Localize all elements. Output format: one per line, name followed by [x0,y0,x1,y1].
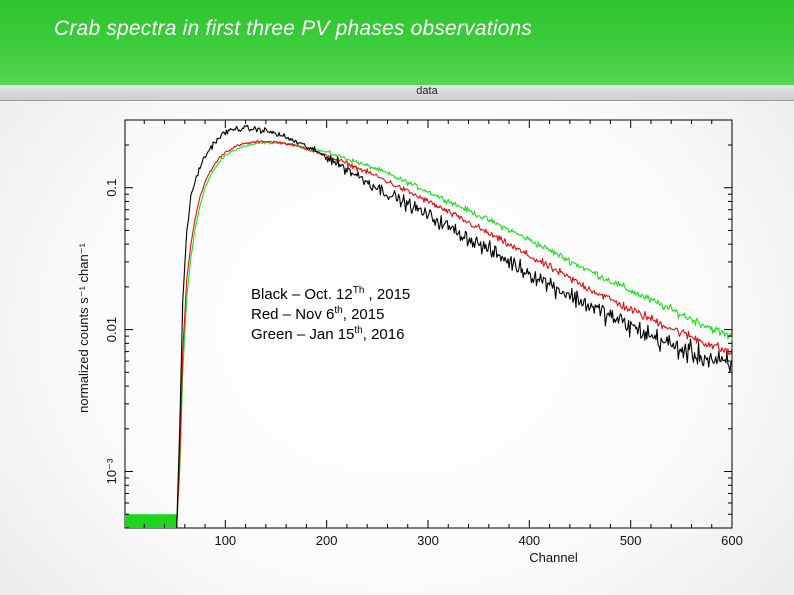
y-axis-title: normalized counts s⁻¹ chan⁻¹ [76,242,91,412]
x-tick-label: 500 [620,533,642,548]
title-banner: Crab spectra in first three PV phases ob… [0,0,794,101]
series-layer [176,124,733,529]
slide-title: Crab spectra in first three PV phases ob… [54,17,533,40]
lower-limit-floor [125,514,177,528]
legend-entry-green: Green – Jan 15th, 2016 [251,325,404,343]
plot-header-bar: data [0,85,794,100]
y-tick-label: 0.1 [104,179,119,197]
y-tick-label: 10⁻³ [104,458,119,484]
x-tick-label: 200 [316,533,338,548]
x-tick-label: 600 [721,533,743,548]
plot-border [124,119,733,529]
x-axis-title: Channel [529,550,578,565]
x-tick-label: 100 [214,533,236,548]
axis-ticks [125,120,733,529]
legend: Black – Oct. 12Th , 2015 Red – Nov 6th, 2… [251,285,410,343]
x-tick-label: 300 [417,533,439,548]
series-line-green [176,141,733,529]
series-line-red [176,139,733,529]
series-line-black [176,124,733,529]
legend-entry-black: Black – Oct. 12Th , 2015 [251,285,410,303]
y-tick-label: 0.01 [104,317,119,342]
plot-header-label: data [416,85,438,97]
axis-labels: 100 200 300 400 500 600 10⁻³ 0.01 0.1 Channel norm… [76,179,743,565]
legend-entry-red: Red – Nov 6th, 2015 [251,305,384,323]
plot-frame [124,119,733,529]
x-tick-label: 400 [518,533,540,548]
